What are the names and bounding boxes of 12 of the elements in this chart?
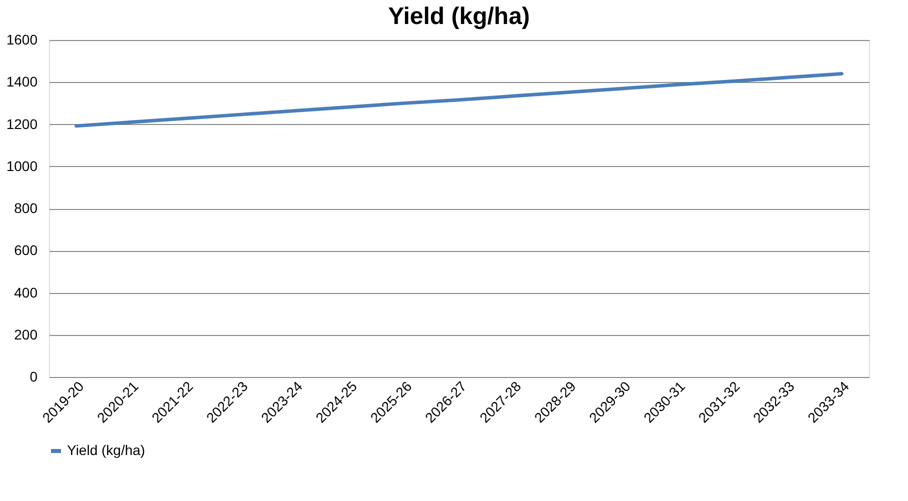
y-tick-label: 1200 [6,116,38,132]
y-tick-label: 200 [14,326,38,342]
y-tick-label: 1400 [6,74,38,90]
y-tick-label: 800 [14,200,38,216]
line-series [74,72,844,128]
chart-title: Yield (kg/ha) [388,3,530,30]
legend-label: Yield (kg/ha) [67,442,146,458]
y-tick-label: 600 [14,242,38,258]
y-tick-label: 1000 [6,158,38,174]
y-tick-label: 0 [30,368,38,384]
y-tick-label: 400 [14,284,38,300]
y-tick-label: 1600 [6,32,38,48]
